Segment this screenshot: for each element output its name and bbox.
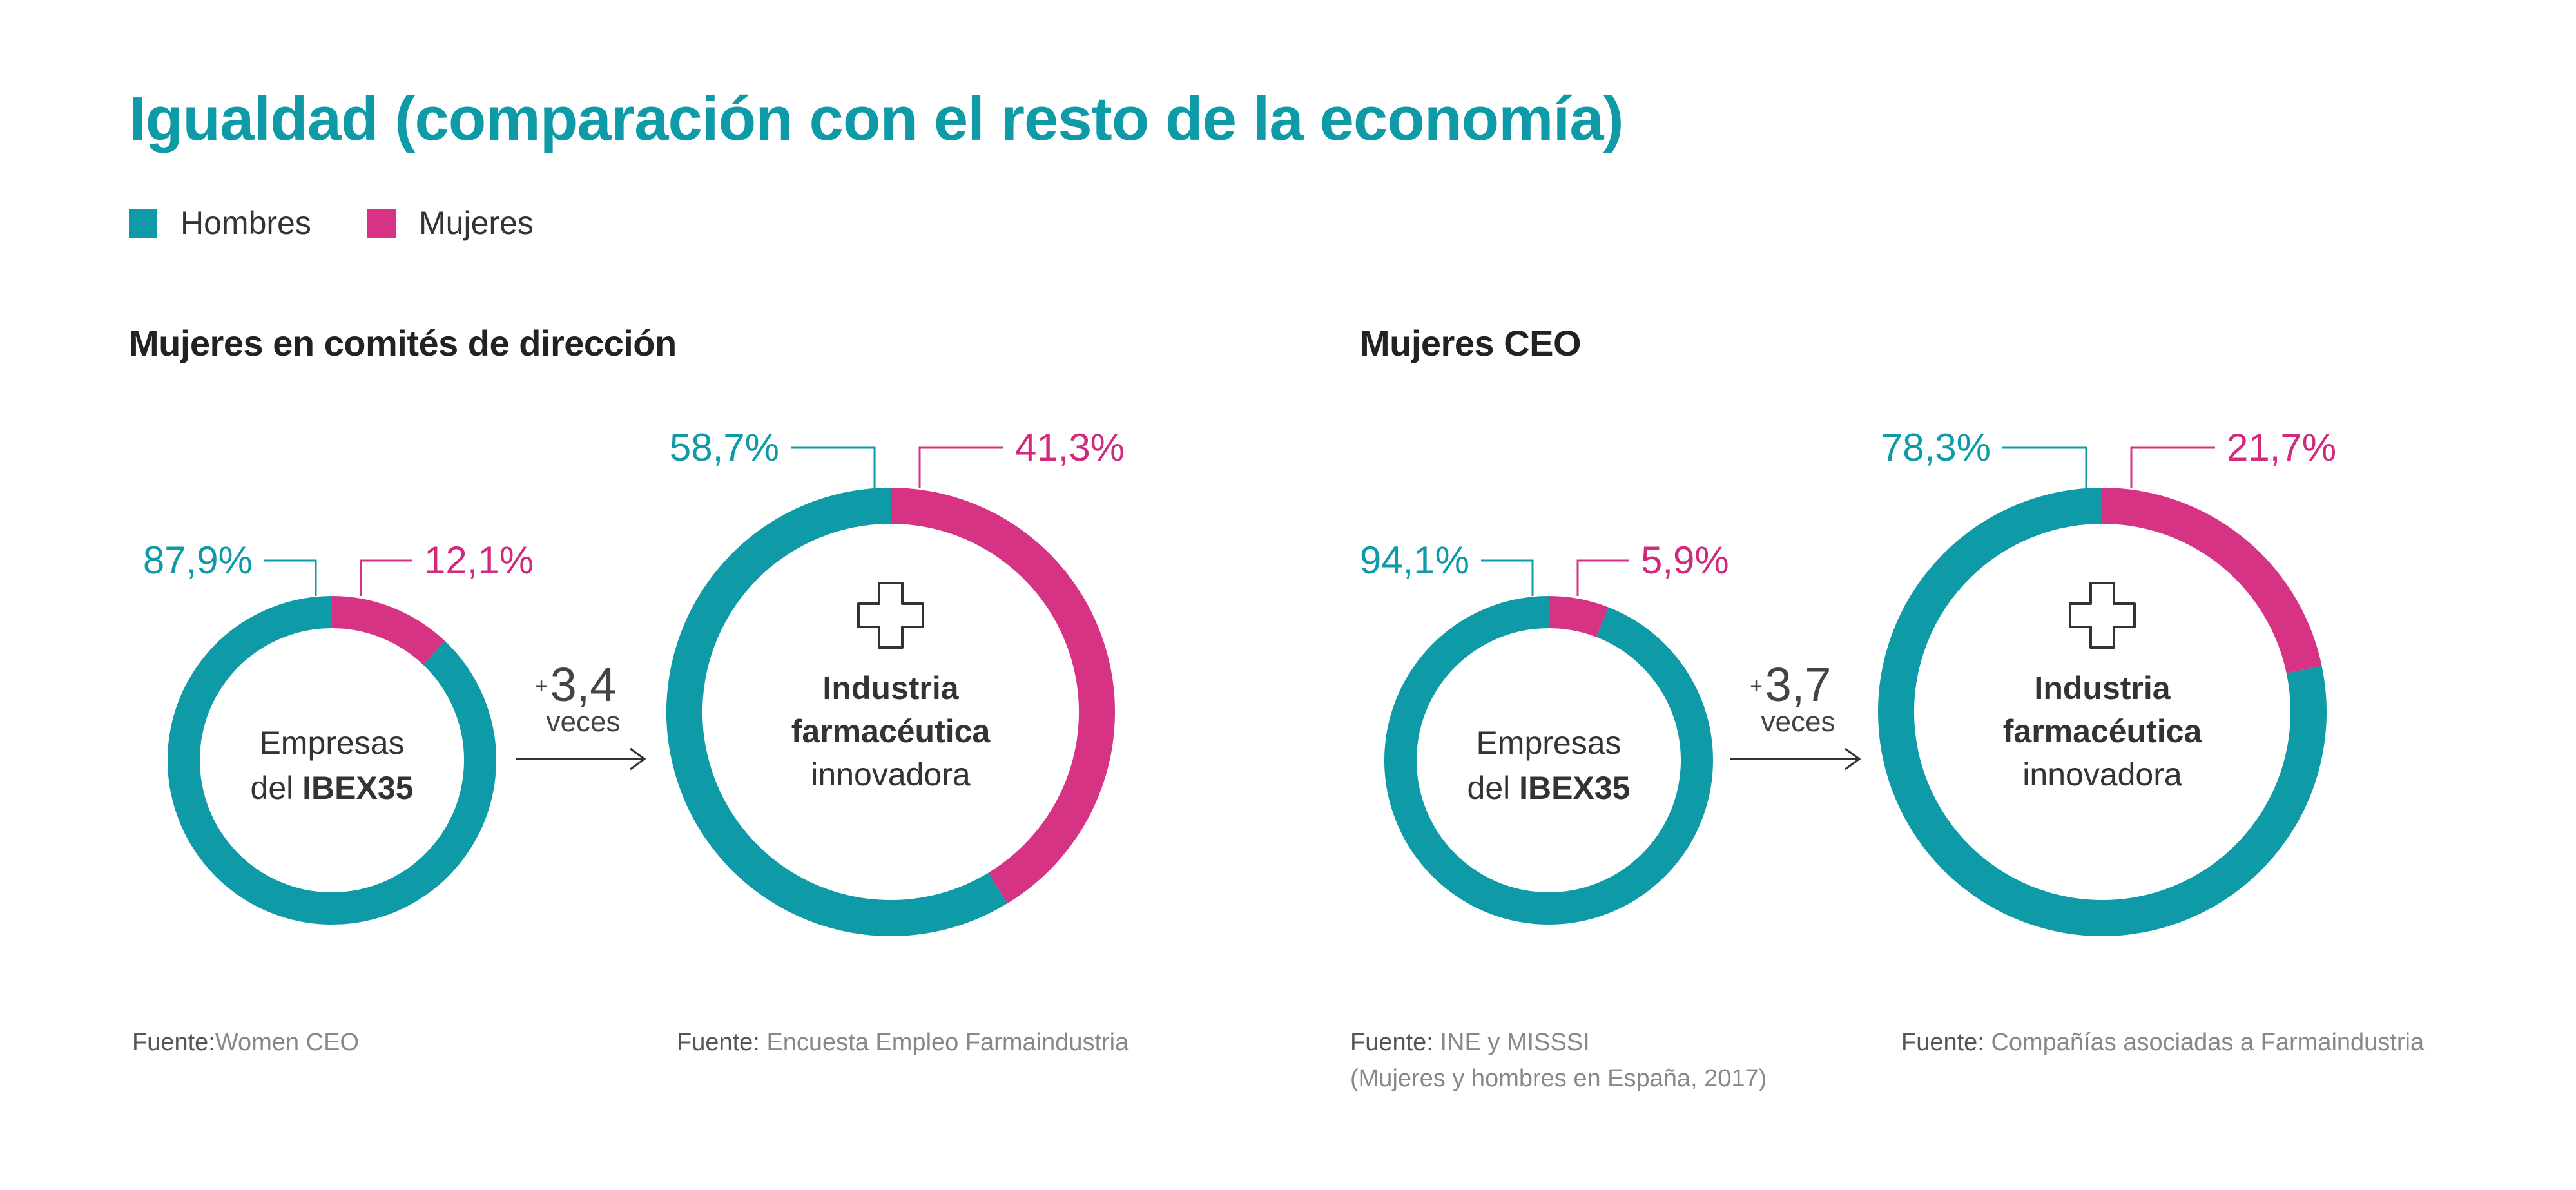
legend-swatch-women <box>367 209 396 238</box>
donut-slice-women <box>1548 596 1609 638</box>
pharmacy-cross-icon <box>857 582 924 649</box>
legend-swatch-men <box>129 209 157 238</box>
value-label-men: 58,7% <box>670 426 779 469</box>
value-label-men: 94,1% <box>1360 539 1469 582</box>
source-text-2: (Mujeres y hombres en España, 2017) <box>1350 1065 1767 1092</box>
center-label-line1: Empresas <box>1476 725 1621 761</box>
pharmacy-cross-icon <box>2069 582 2136 649</box>
value-label-men: 87,9% <box>143 539 253 582</box>
center-label-line1: Industria <box>2034 670 2171 706</box>
section-title-committees: Mujeres en comités de dirección <box>129 323 677 363</box>
center-label-line3: innovadora <box>811 756 971 792</box>
source-pharma-committees: Fuente: Encuesta Empleo Farmaindustria <box>677 1024 1128 1060</box>
source-label: Fuente: <box>677 1029 760 1056</box>
arrow-head-icon <box>1845 747 1861 771</box>
page-title: Igualdad (comparación con el resto de la… <box>129 84 1624 153</box>
donut-slice-men <box>1878 488 2327 936</box>
leader-line-women <box>1576 559 1629 596</box>
source-label: Fuente: <box>1350 1029 1433 1056</box>
center-label-line1: Industria <box>822 670 959 706</box>
center-label-prefix: del <box>251 770 303 806</box>
source-ibex-committees: Fuente:Women CEO <box>132 1024 359 1060</box>
legend-label-men: Hombres <box>180 205 311 241</box>
leader-line-men <box>791 446 876 488</box>
leader-line-women <box>2130 446 2215 488</box>
leader-line-women <box>918 446 1003 488</box>
leader-line-men <box>264 559 317 596</box>
donut-slice-men <box>168 596 496 925</box>
leader-line-men <box>2002 446 2087 488</box>
center-label-line2: farmacéutica <box>2003 713 2203 749</box>
donut-slice-women <box>331 596 445 665</box>
center-label-bold: IBEX35 <box>302 770 413 806</box>
source-ibex-ceo: Fuente: INE y MISSSI (Mujeres y hombres … <box>1350 1024 1767 1097</box>
center-label-line1: Empresas <box>259 725 404 761</box>
center-label-prefix: del <box>1467 770 1520 806</box>
multiplier-value: 3,7 <box>1765 658 1832 711</box>
value-label-women: 21,7% <box>2227 426 2336 469</box>
center-label-line2: del IBEX35 <box>251 770 414 806</box>
section-title-ceo: Mujeres CEO <box>1360 323 1582 363</box>
multiplier-value: 3,4 <box>550 658 617 711</box>
source-label: Fuente: <box>1901 1029 1984 1056</box>
multiplier-unit: veces <box>547 706 621 738</box>
source-text: Women CEO <box>215 1029 360 1056</box>
source-text: INE y MISSSI <box>1440 1029 1590 1056</box>
source-text: Compañías asociadas a Farmaindustria <box>1991 1029 2425 1056</box>
multiplier-unit: veces <box>1761 706 1835 738</box>
source-pharma-ceo: Fuente: Compañías asociadas a Farmaindus… <box>1901 1024 2424 1060</box>
multiplier-plus: + <box>535 674 548 698</box>
value-label-women: 5,9% <box>1641 539 1729 582</box>
center-label-line3: innovadora <box>2022 756 2182 792</box>
arrow-head-icon <box>630 747 646 771</box>
value-label-women: 12,1% <box>424 539 534 582</box>
leader-line-women <box>360 559 412 596</box>
center-label-line2: farmacéutica <box>791 713 991 749</box>
value-label-men: 78,3% <box>1881 426 1991 469</box>
donut-slice-women <box>890 488 1115 904</box>
legend-label-women: Mujeres <box>419 205 534 241</box>
value-label-women: 41,3% <box>1015 426 1125 469</box>
leader-line-men <box>1481 559 1534 596</box>
donut-slice-men <box>666 488 1007 936</box>
donut-slice-women <box>2102 488 2322 674</box>
source-text: Encuesta Empleo Farmaindustria <box>766 1029 1129 1056</box>
source-label: Fuente: <box>132 1029 215 1056</box>
center-label-bold: IBEX35 <box>1519 770 1630 806</box>
center-label-line2: del IBEX35 <box>1467 770 1631 806</box>
donut-slice-men <box>1384 596 1713 925</box>
multiplier-plus: + <box>1750 674 1763 698</box>
